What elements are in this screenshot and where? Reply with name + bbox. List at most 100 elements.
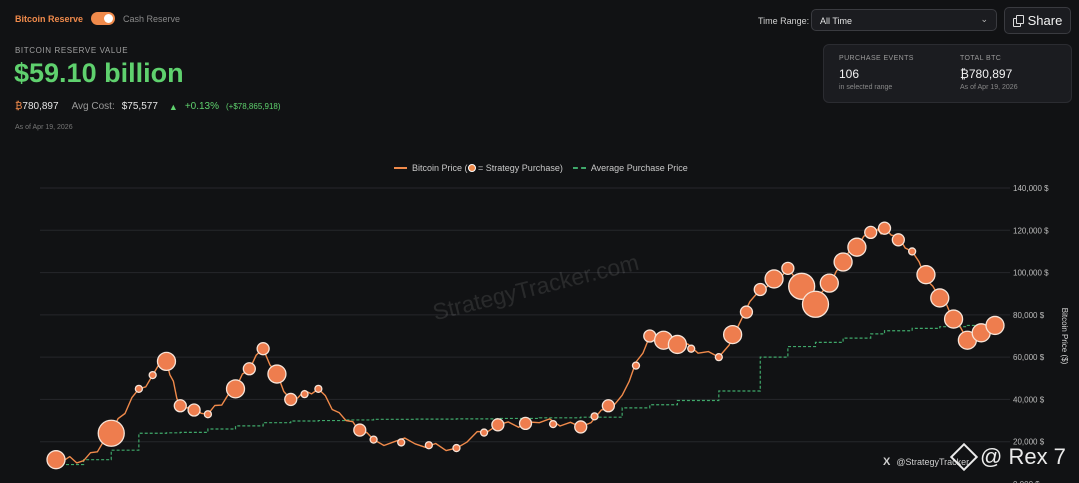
purchase-marker: [891, 233, 905, 247]
purchase-marker: [753, 282, 767, 297]
y-tick-label: 20,000 $: [1013, 438, 1045, 447]
purchase-marker: [173, 399, 187, 413]
author-credit: @ Rex 7: [949, 442, 1066, 472]
gain-usd: (+$78,865,918): [226, 102, 281, 111]
source-credit: X @StrategyTracker: [883, 456, 969, 468]
purchase-marker: [148, 370, 157, 380]
y-tick-label: 60,000 $: [1013, 353, 1045, 362]
total-btc-sub: As of Apr 19, 2026: [960, 84, 1018, 91]
switch-knob: [104, 14, 114, 23]
purchase-marker: [548, 419, 558, 429]
purchase-marker: [907, 247, 917, 256]
up-arrow-icon: ▲: [168, 101, 178, 112]
purchase-events-stat: PURCHASE EVENTS 106 in selected range: [839, 55, 914, 91]
purchase-marker: [667, 334, 688, 355]
y-axis-label: Bitcoin Price ($): [1060, 308, 1069, 365]
purchase-marker: [479, 428, 489, 437]
purchase-marker: [877, 221, 892, 235]
reserve-switch[interactable]: [91, 12, 116, 25]
purchase-marker: [722, 324, 743, 345]
reserve-value-label: BITCOIN RESERVE VALUE: [15, 46, 129, 55]
purchase-marker: [781, 261, 795, 275]
purchase-dot-icon: [467, 164, 476, 172]
as-of-date: As of Apr 19, 2026: [15, 124, 73, 131]
total-btc-label: TOTAL BTC: [960, 55, 1002, 62]
avg-cost-value: $75,577: [121, 101, 158, 112]
share-label: Share: [1027, 13, 1063, 28]
time-range-label: Time Range:: [758, 16, 810, 26]
legend-price-label: Bitcoin Price ( = Strategy Purchase): [412, 163, 563, 173]
purchase-marker: [714, 352, 723, 362]
purchase-marker: [314, 384, 323, 394]
purchase-marker: [491, 418, 505, 432]
purchase-marker: [930, 288, 950, 308]
y-tick-label: 140,000 $: [1013, 184, 1049, 193]
purchase-marker: [46, 450, 66, 470]
author-logo-icon: [949, 442, 979, 472]
time-range-value: All Time: [820, 16, 853, 26]
total-btc-stat: TOTAL BTC ₿780,897 As of Apr 19, 2026: [960, 55, 1018, 91]
purchase-marker: [574, 420, 588, 434]
legend-price-swatch: [394, 167, 407, 169]
toggle-bitcoin-reserve-label[interactable]: Bitcoin Reserve: [15, 13, 84, 24]
reserve-toggle[interactable]: Bitcoin Reserve Cash Reserve: [15, 12, 180, 25]
purchase-marker: [916, 265, 936, 285]
purchase-marker: [452, 443, 461, 453]
purchase-marker: [518, 416, 533, 431]
holdings-stats: ₿780,897 Avg Cost: $75,577 ▲ +0.13% (+$7…: [15, 101, 281, 112]
purchase-marker: [187, 403, 201, 417]
legend-average-label: Average Purchase Price: [590, 163, 688, 173]
purchase-marker: [631, 361, 641, 370]
purchase-marker: [134, 384, 144, 394]
time-range-select[interactable]: All Time ⌄: [811, 9, 997, 31]
source-handle: @StrategyTracker: [896, 457, 970, 467]
purchase-marker: [225, 379, 246, 399]
purchase-marker: [764, 269, 784, 289]
purchase-marker: [284, 392, 298, 407]
copy-icon: [1012, 15, 1024, 27]
purchase-marker: [256, 342, 270, 356]
total-btc-value: ₿780,897: [960, 67, 1013, 81]
purchase-marker: [369, 435, 378, 444]
purchase-marker: [97, 419, 125, 447]
y-tick-label: 40,000 $: [1013, 395, 1045, 404]
purchase-marker: [397, 438, 406, 447]
purchase-events-value: 106: [839, 67, 860, 81]
chevron-down-icon: ⌄: [980, 14, 988, 24]
purchase-marker: [300, 389, 309, 399]
purchase-marker: [203, 410, 213, 419]
avg-cost-label: Avg Cost:: [71, 101, 115, 112]
purchase-marker: [985, 315, 1005, 336]
bitcoin-icon: ₿: [15, 101, 23, 112]
purchase-marker: [819, 273, 839, 293]
purchase-marker: [847, 237, 867, 257]
x-logo-icon: X: [883, 456, 891, 468]
purchase-marker: [687, 344, 696, 353]
purchase-marker: [833, 252, 853, 272]
purchase-marker: [801, 290, 830, 318]
legend-average-swatch: [572, 167, 586, 169]
average-price-line: [56, 324, 996, 466]
price-chart: 0,000 $ 20,000 $ 40,000 $ 60,000 $ 80,000 $ 1…: [40, 184, 1069, 483]
purchase-marker: [242, 362, 256, 376]
y-tick-label: 80,000 $: [1013, 311, 1045, 320]
btc-holdings: 780,897: [22, 101, 59, 112]
purchase-marker: [864, 225, 878, 240]
purchase-events-sub: in selected range: [839, 84, 893, 91]
holdings: ₿780,897: [15, 101, 59, 112]
summary-card: PURCHASE EVENTS 106 in selected range TO…: [823, 44, 1072, 103]
purchase-events-label: PURCHASE EVENTS: [839, 55, 914, 62]
y-tick-label: 0,000 $: [1013, 480, 1040, 483]
y-tick-label: 120,000 $: [1013, 226, 1049, 235]
purchase-marker: [590, 412, 599, 421]
purchase-marker: [156, 351, 177, 372]
purchase-marker: [424, 441, 433, 450]
chart-legend: Bitcoin Price ( = Strategy Purchase) Ave…: [394, 163, 688, 173]
toggle-cash-reserve-label[interactable]: Cash Reserve: [123, 13, 181, 24]
reserve-value: $59.10 billion: [14, 58, 184, 88]
purchase-marker: [353, 423, 367, 437]
y-tick-label: 100,000 $: [1013, 269, 1049, 278]
purchase-marker: [943, 309, 964, 329]
share-button[interactable]: Share: [1004, 7, 1071, 34]
purchase-marker: [601, 399, 616, 413]
